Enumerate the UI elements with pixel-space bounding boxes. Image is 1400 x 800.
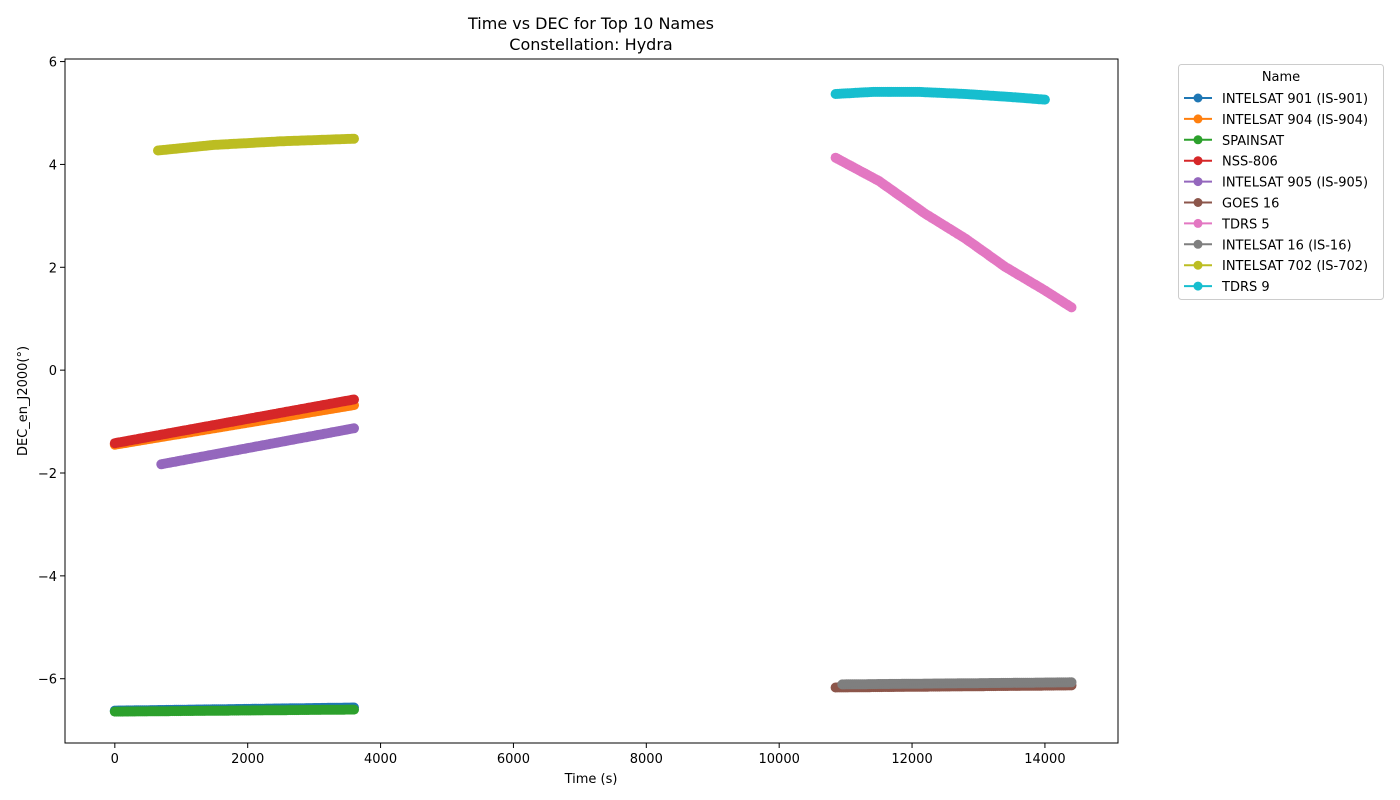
legend-item-tdrs-5: TDRS 5 xyxy=(1184,217,1270,232)
y-axis-label: DEC_en_J2000(°) xyxy=(16,346,31,456)
y-tick-label: 4 xyxy=(49,158,57,173)
series-intelsat-702-is-702 xyxy=(153,133,359,156)
x-tick-label: 0 xyxy=(111,752,119,767)
legend-item-goes-16: GOES 16 xyxy=(1184,197,1279,212)
legend-marker xyxy=(1193,135,1203,145)
chart-subtitle: Constellation: Hydra xyxy=(509,35,672,54)
x-tick-label: 10000 xyxy=(759,752,800,767)
legend-label: INTELSAT 901 (IS-901) xyxy=(1222,92,1368,107)
y-tick-label: 6 xyxy=(49,56,57,71)
legend-marker xyxy=(1193,114,1203,124)
data-point xyxy=(349,423,359,434)
legend-item-intelsat-702-is-702: INTELSAT 702 (IS-702) xyxy=(1184,259,1368,274)
series-tdrs-5 xyxy=(830,152,1077,313)
chart-title: Time vs DEC for Top 10 Names xyxy=(467,14,714,33)
x-tick-label: 12000 xyxy=(891,752,932,767)
series-intelsat-16-is-16 xyxy=(837,677,1077,690)
data-point xyxy=(1039,94,1050,105)
legend-marker xyxy=(1193,177,1203,187)
legend-label: INTELSAT 16 (IS-16) xyxy=(1222,238,1352,253)
series-nss-806 xyxy=(109,394,359,449)
legend-frame xyxy=(1178,64,1384,300)
legend-item-intelsat-16-is-16: INTELSAT 16 (IS-16) xyxy=(1184,238,1352,253)
x-tick-label: 8000 xyxy=(630,752,663,767)
legend-marker xyxy=(1193,93,1203,103)
legend-marker xyxy=(1193,239,1203,249)
legend-marker xyxy=(1193,260,1203,270)
legend-label: TDRS 9 xyxy=(1221,280,1270,295)
legend-item-intelsat-901-is-901: INTELSAT 901 (IS-901) xyxy=(1184,92,1368,107)
series-intelsat-905-is-905 xyxy=(156,423,359,470)
y-tick-label: −4 xyxy=(38,570,57,585)
legend-label: GOES 16 xyxy=(1222,197,1279,212)
legend-label: TDRS 5 xyxy=(1221,217,1270,232)
plot-area xyxy=(109,86,1077,717)
legend-item-nss-806: NSS-806 xyxy=(1184,155,1278,170)
legend-item-spainsat: SPAINSAT xyxy=(1184,134,1284,149)
legend-marker xyxy=(1193,281,1203,291)
x-axis: 0 2000 4000 6000 8000 10000 12000 14000 xyxy=(111,743,1066,767)
legend-marker xyxy=(1193,156,1203,166)
x-axis-label: Time (s) xyxy=(564,772,618,787)
data-point xyxy=(349,704,359,715)
x-tick-label: 6000 xyxy=(497,752,530,767)
legend-marker xyxy=(1193,218,1203,228)
data-point xyxy=(1066,302,1077,313)
series-tdrs-9 xyxy=(830,86,1050,105)
legend-item-intelsat-904-is-904: INTELSAT 904 (IS-904) xyxy=(1184,113,1368,128)
y-tick-label: −6 xyxy=(38,673,57,688)
data-point xyxy=(1066,677,1077,688)
y-tick-label: 0 xyxy=(49,364,57,379)
x-tick-label: 2000 xyxy=(231,752,264,767)
legend-label: INTELSAT 904 (IS-904) xyxy=(1222,113,1368,128)
legend-label: NSS-806 xyxy=(1222,155,1278,170)
legend-item-intelsat-905-is-905: INTELSAT 905 (IS-905) xyxy=(1184,176,1368,191)
legend-label: SPAINSAT xyxy=(1222,134,1284,149)
legend-label: INTELSAT 702 (IS-702) xyxy=(1222,259,1368,274)
legend-label: INTELSAT 905 (IS-905) xyxy=(1222,176,1368,191)
legend: Name INTELSAT 901 (IS-901) INTELSAT 904 (… xyxy=(1178,64,1384,300)
y-axis: −6 −4 −2 0 2 4 6 xyxy=(38,56,65,688)
y-tick-label: 2 xyxy=(49,261,57,276)
plot-frame xyxy=(64,58,1119,744)
series-spainsat xyxy=(109,704,359,717)
y-tick-label: −2 xyxy=(38,467,57,482)
data-point xyxy=(349,394,359,405)
legend-item-tdrs-9: TDRS 9 xyxy=(1184,280,1270,295)
legend-marker xyxy=(1193,198,1203,207)
x-tick-label: 14000 xyxy=(1024,752,1065,767)
legend-title: Name xyxy=(1262,70,1300,85)
data-point xyxy=(349,133,359,144)
x-tick-label: 4000 xyxy=(364,752,397,767)
